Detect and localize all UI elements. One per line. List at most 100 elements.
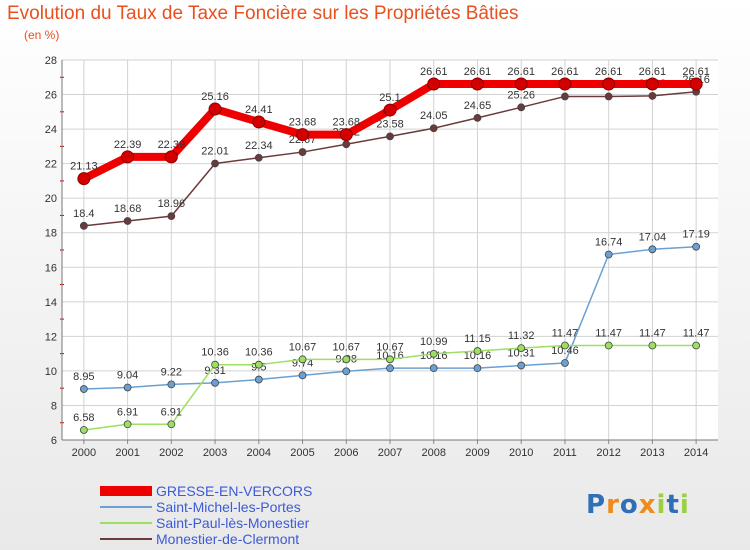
logo-letter: i [679,490,690,520]
data-label: 9.04 [117,369,138,381]
data-label: 9.22 [161,366,182,378]
data-point [604,250,613,259]
y-tick-label: 12 [45,331,57,343]
y-tick-label: 24 [45,124,57,136]
data-label: 18.96 [158,198,186,210]
data-label: 26.61 [595,66,623,78]
data-label: 21.13 [70,161,98,173]
data-point [254,360,263,369]
data-label: 9.31 [204,365,225,377]
y-tick-label: 20 [45,193,57,205]
data-point [386,364,394,373]
x-tick-label: 2005 [290,447,314,459]
data-point [514,77,528,91]
x-tick-label: 2011 [553,447,577,459]
data-point [79,426,88,434]
data-point [211,360,219,369]
data-label: 23.58 [376,118,404,130]
data-point [167,212,176,221]
data-point [473,347,482,355]
data-point [167,380,176,389]
data-point [79,221,88,230]
x-tick-label: 2014 [684,447,708,459]
data-label: 6.58 [73,412,94,424]
data-point [342,367,351,376]
data-point [121,150,135,164]
data-point [602,77,616,91]
legend-item: Monestier-de-Clermont [100,531,312,547]
data-point [123,217,132,225]
x-tick-label: 2001 [115,447,139,459]
data-label: 11.15 [464,333,491,345]
logo-letter: x [638,490,657,520]
legend-swatch [100,506,152,508]
x-tick-label: 2004 [247,447,271,459]
data-point [427,77,441,91]
data-point [79,385,88,393]
logo-letter: r [606,490,620,520]
data-label: 26.61 [464,66,492,78]
data-label: 11.47 [683,328,710,340]
data-label: 10.46 [551,345,579,357]
legend-item: Saint-Paul-lès-Monestier [100,515,312,531]
data-point [77,172,91,186]
data-point [561,341,569,350]
data-label: 26.61 [551,66,579,78]
data-label: 23.68 [333,117,361,129]
data-point [648,245,657,254]
data-label: 26.61 [682,66,710,78]
data-point [123,420,132,429]
data-label: 6.91 [161,406,182,418]
data-label: 24.65 [464,100,492,112]
data-label: 10.16 [464,350,492,362]
data-label: 18.4 [73,208,94,220]
data-label: 10.36 [201,347,229,359]
data-label: 10.67 [333,341,361,353]
data-label: 26.61 [507,66,535,78]
data-point [383,103,397,117]
data-label: 10.67 [376,341,404,353]
data-label: 8.95 [73,371,94,383]
data-point [473,364,482,373]
y-tick-label: 26 [45,90,57,102]
x-tick-label: 2006 [334,447,358,459]
data-point [692,341,701,350]
data-label: 10.31 [507,348,535,360]
legend-label: Saint-Paul-lès-Monestier [156,515,310,531]
data-point [298,355,307,364]
legend-label: GRESSE-EN-VERCORS [156,483,313,499]
chart-title: Evolution du Taux de Taxe Foncière sur l… [7,3,519,24]
y-tick-label: 10 [45,366,57,378]
data-label: 11.47 [595,328,622,340]
legend: GRESSE-EN-VERCORS Saint-Michel-les-Portes… [100,483,312,547]
data-point [648,341,657,350]
logo-letter: t [666,490,680,520]
data-point [123,383,132,392]
legend-item: GRESSE-EN-VERCORS [100,483,312,499]
data-point [167,420,176,429]
y-tick-label: 28 [45,55,57,67]
y-tick-label: 14 [45,297,57,309]
data-point [558,77,572,91]
data-point [339,128,353,142]
data-point [211,378,219,387]
x-tick-label: 2012 [596,447,620,459]
legend-swatch [100,522,152,524]
data-point [386,132,394,141]
data-label: 24.05 [420,110,448,122]
data-point [429,349,438,358]
data-point [692,242,701,251]
data-point [296,128,310,142]
x-tick-label: 2009 [465,447,489,459]
data-point [648,92,657,100]
data-point [517,344,526,353]
data-label: 22.39 [114,139,142,151]
data-point [429,364,438,373]
y-tick-label: 8 [51,400,57,412]
data-point [429,124,438,133]
data-point [298,371,307,380]
data-label: 23.68 [289,117,317,129]
logo-letter: o [619,490,639,520]
legend-label: Monestier-de-Clermont [156,531,300,547]
